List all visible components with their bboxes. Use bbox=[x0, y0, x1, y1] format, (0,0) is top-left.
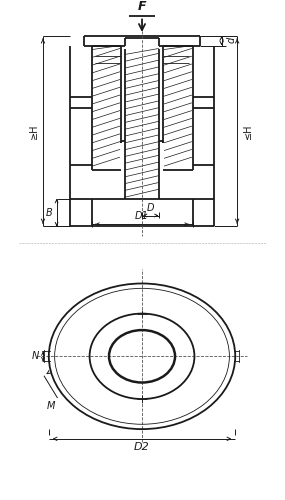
Text: N: N bbox=[32, 352, 39, 362]
Text: D2: D2 bbox=[134, 442, 150, 452]
Text: D1: D1 bbox=[135, 212, 149, 222]
Text: B: B bbox=[46, 208, 53, 218]
Text: M: M bbox=[47, 401, 56, 411]
Text: ≥H: ≥H bbox=[29, 124, 39, 139]
Text: D: D bbox=[147, 202, 154, 212]
Text: F: F bbox=[138, 0, 146, 12]
Text: d: d bbox=[227, 36, 237, 43]
Text: ≤H: ≤H bbox=[243, 124, 253, 139]
